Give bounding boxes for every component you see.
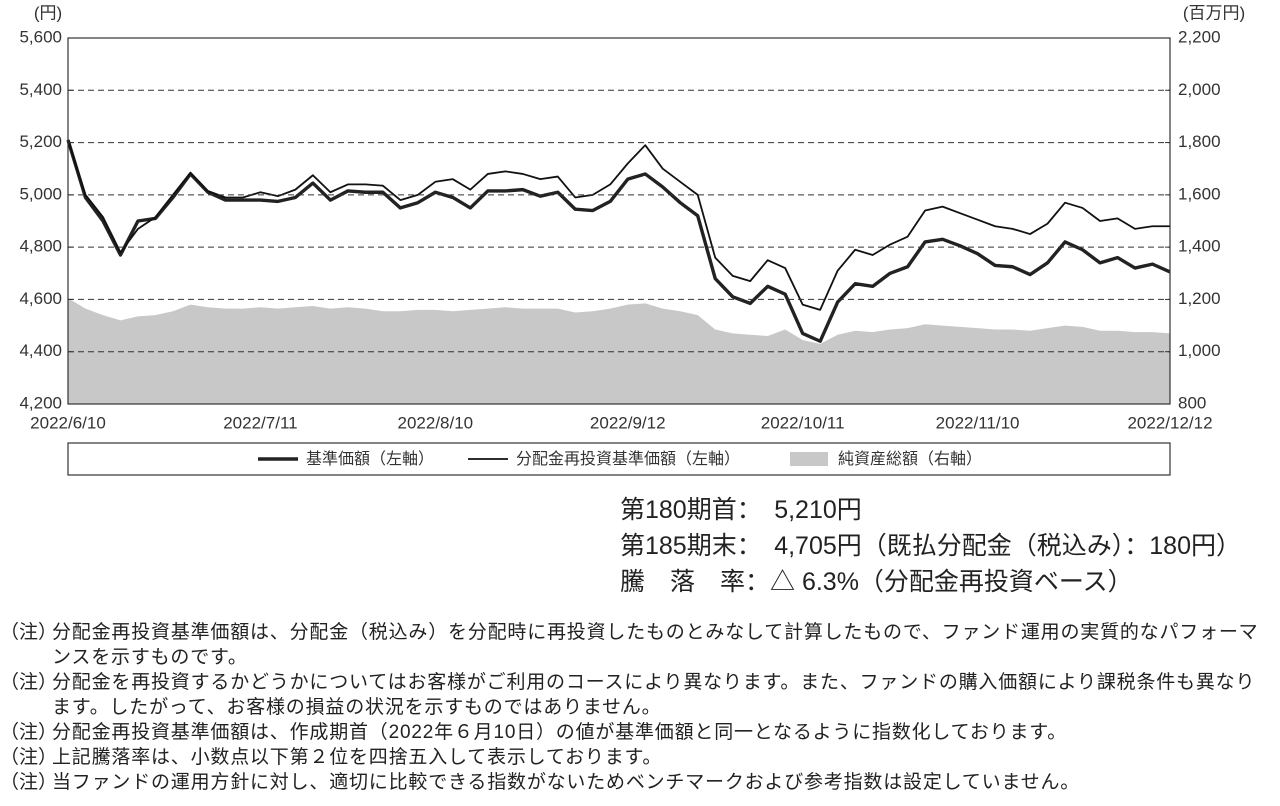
- y2-tick-label: 1,000: [1178, 341, 1221, 360]
- note: （注） 分配金再投資基準価額は、作成期首（2022年６月10日）の値が基準価額と同…: [0, 720, 1270, 745]
- y-tick-label: 5,000: [19, 184, 62, 203]
- y-tick-label: 5,600: [19, 27, 62, 46]
- x-tick-label: 2022/10/11: [761, 413, 845, 432]
- y2-tick-label: 1,400: [1178, 237, 1221, 256]
- note: （注） 当ファンドの運用方針に対し、適切に比較できる指数がないためベンチマークおよ…: [0, 770, 1270, 795]
- y-tick-label: 4,600: [19, 289, 62, 308]
- chart: (円) (百万円) 4,200 4,400 4,600 4,800 5,000 5,200…: [19, 3, 1245, 476]
- summary-line: 騰 落 率：△ 6.3%（分配金再投資ベース）: [620, 568, 1133, 596]
- y2-tick-label: 1,800: [1178, 132, 1221, 151]
- y-tick-label: 4,200: [19, 393, 62, 412]
- legend-label: 基準価額（左軸）: [306, 450, 434, 468]
- y-tick-label: 4,800: [19, 237, 62, 256]
- line: [66, 139, 1171, 343]
- x-tick-label: 2022/8/10: [398, 413, 474, 432]
- note-text: 分配金再投資基準価額は、作成期首（2022年６月10日）の値が基準価額と同一とな…: [52, 722, 1067, 743]
- area: [68, 298, 1170, 404]
- y2-tick-label: 2,200: [1178, 27, 1221, 46]
- note-label: （注）: [0, 672, 58, 693]
- note-text: 当ファンドの運用方針に対し、適切に比較できる指数がないためベンチマークおよび参考…: [52, 772, 1081, 793]
- legend-swatch: [790, 452, 828, 466]
- y2-tick-label: 1,200: [1178, 289, 1221, 308]
- summary-line: 第185期末： 4,705円（既払分配金（税込み）：180円）: [620, 532, 1241, 560]
- summary: 第180期首： 5,210円 第185期末： 4,705円（既払分配金（税込み）…: [620, 492, 1241, 600]
- note: （注） 上記騰落率は、小数点以下第２位を四捨五入して表示しております。: [0, 745, 1270, 770]
- line: [67, 139, 1170, 311]
- y-tick-label: 5,200: [19, 132, 62, 151]
- y2-tick-label: 1,600: [1178, 184, 1221, 203]
- y-tick-label: 4,400: [19, 341, 62, 360]
- y2-unit: (百万円): [1183, 3, 1245, 22]
- summary-line: 第180期首： 5,210円: [620, 496, 862, 524]
- x-tick-label: 2022/9/12: [590, 413, 666, 432]
- note-text: 上記騰落率は、小数点以下第２位を四捨五入して表示しております。: [52, 747, 663, 768]
- x-tick-label: 2022/7/11: [223, 413, 297, 432]
- y-tick-label: 5,400: [19, 80, 62, 99]
- note-label: （注）: [0, 622, 58, 643]
- note-label: （注）: [0, 772, 58, 793]
- notes: （注） 分配金再投資基準価額は、分配金（税込み）を分配時に再投資したものとみなして…: [0, 620, 1270, 795]
- plot-frame: [67, 37, 1171, 405]
- note-text: 分配金再投資基準価額は、分配金（税込み）を分配時に再投資したものとみなして計算し…: [52, 622, 1259, 668]
- legend-label: 分配金再投資基準価額（左軸）: [516, 450, 740, 468]
- y2-tick-label: 2,000: [1178, 80, 1221, 99]
- y-unit: (円): [34, 3, 62, 22]
- note-label: （注）: [0, 722, 58, 743]
- x-tick-label: 2022/6/10: [30, 413, 106, 432]
- legend-box: [67, 442, 1171, 476]
- legend-label: 純資産総額（右軸）: [838, 450, 982, 468]
- note-text: 分配金を再投資するかどうかについてはお客様がご利用のコースにより異なります。また…: [52, 672, 1256, 718]
- note: （注） 分配金再投資基準価額は、分配金（税込み）を分配時に再投資したものとみなして…: [0, 620, 1270, 670]
- note-label: （注）: [0, 747, 58, 768]
- x-tick-label: 2022/11/10: [936, 413, 1020, 432]
- x-tick-label: 2022/12/12: [1127, 413, 1212, 432]
- note: （注） 分配金を再投資するかどうかについてはお客様がご利用のコースにより異なります…: [0, 670, 1270, 720]
- y2-tick-label: 800: [1178, 393, 1206, 412]
